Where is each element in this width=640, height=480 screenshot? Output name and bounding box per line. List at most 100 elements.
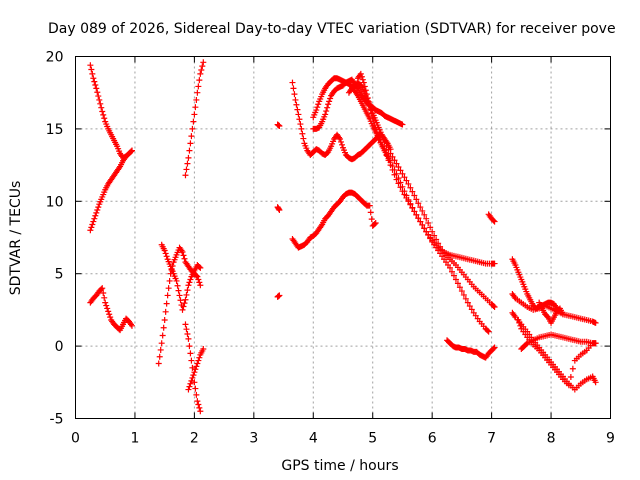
data-point [337, 136, 344, 143]
data-point [166, 277, 173, 284]
data-point [339, 141, 346, 148]
data-point [362, 87, 369, 94]
data-point [165, 285, 172, 292]
x-tick-label: 9 [606, 431, 615, 447]
x-axis-label: GPS time / hours [281, 458, 398, 474]
data-point [195, 276, 202, 283]
data-point [103, 302, 110, 309]
data-point [187, 380, 194, 387]
data-point [185, 386, 192, 393]
data-point [188, 377, 195, 384]
data-point [194, 398, 201, 405]
data-point [180, 303, 187, 310]
data-point [100, 111, 107, 118]
y-tick-label: 0 [55, 339, 64, 355]
series-trace-m [289, 79, 394, 163]
data-point [450, 272, 457, 279]
data-point [185, 154, 192, 161]
data-point [87, 227, 94, 234]
data-point [195, 357, 202, 364]
y-tick-label: 15 [46, 122, 64, 138]
data-point [299, 130, 306, 137]
data-point [421, 225, 428, 232]
x-tick-label: 3 [249, 431, 258, 447]
data-point [385, 146, 392, 153]
data-point [183, 326, 190, 333]
axis-ticks: 0 1 2 3 4 5 6 7 8 9 -5 0 5 10 15 20 [46, 50, 615, 447]
data-point [193, 363, 200, 370]
data-point [383, 152, 390, 159]
data-point [195, 401, 202, 408]
data-point [107, 314, 114, 321]
data-point [188, 133, 195, 140]
data-point [324, 104, 331, 111]
series-trace-f [182, 321, 204, 415]
data-point [447, 264, 453, 271]
data-point [429, 228, 436, 235]
data-point [292, 96, 299, 103]
data-point [297, 121, 304, 128]
data-point [293, 101, 300, 108]
data-point [184, 160, 191, 167]
series-trace-t [509, 256, 560, 312]
data-point [87, 62, 94, 69]
data-point [460, 291, 467, 298]
x-tick-label: 6 [428, 431, 437, 447]
x-tick-label: 8 [547, 431, 556, 447]
data-point [159, 332, 166, 339]
data-point [190, 372, 197, 379]
data-point [366, 102, 373, 109]
data-point [592, 379, 599, 386]
data-point [182, 321, 189, 328]
data-point [491, 260, 498, 267]
data-point [276, 206, 283, 213]
series-trace-r [444, 337, 498, 361]
data-point [291, 91, 298, 98]
data-point [197, 282, 204, 289]
data-point [569, 365, 576, 372]
data-point [403, 177, 410, 184]
data-point [102, 299, 109, 306]
data-point [458, 288, 465, 295]
data-point [200, 59, 207, 66]
data-point [452, 276, 459, 283]
data-point [456, 284, 463, 291]
x-tick-label: 0 [71, 431, 80, 447]
data-point [196, 354, 203, 361]
y-tick-label: 5 [55, 267, 64, 283]
data-point [357, 70, 364, 77]
data-point [592, 319, 599, 326]
data-point [399, 170, 406, 177]
data-point [161, 247, 168, 254]
data-point [186, 279, 193, 286]
series-trace-q [354, 70, 492, 335]
data-point [395, 180, 402, 187]
data-point [314, 104, 321, 111]
data-point [187, 140, 194, 147]
data-point [338, 138, 345, 145]
data-point [191, 369, 198, 376]
data-point [371, 220, 378, 227]
data-point [188, 357, 195, 364]
data-point [194, 89, 201, 96]
series-trace-x [518, 331, 599, 352]
data-point [411, 192, 418, 199]
data-point [89, 70, 96, 77]
data-point [322, 111, 329, 118]
y-tick-label: -5 [50, 412, 64, 428]
data-point [375, 136, 382, 143]
data-point [415, 200, 422, 207]
data-point [296, 116, 303, 123]
data-point [517, 322, 524, 329]
x-tick-label: 7 [487, 431, 496, 447]
data-point [437, 243, 444, 250]
data-point [385, 157, 392, 164]
data-point [401, 174, 408, 181]
data-point [90, 75, 97, 82]
data-point [161, 317, 168, 324]
data-point [491, 218, 498, 225]
data-point [377, 139, 384, 146]
data-point [313, 107, 320, 114]
data-point [397, 184, 404, 191]
